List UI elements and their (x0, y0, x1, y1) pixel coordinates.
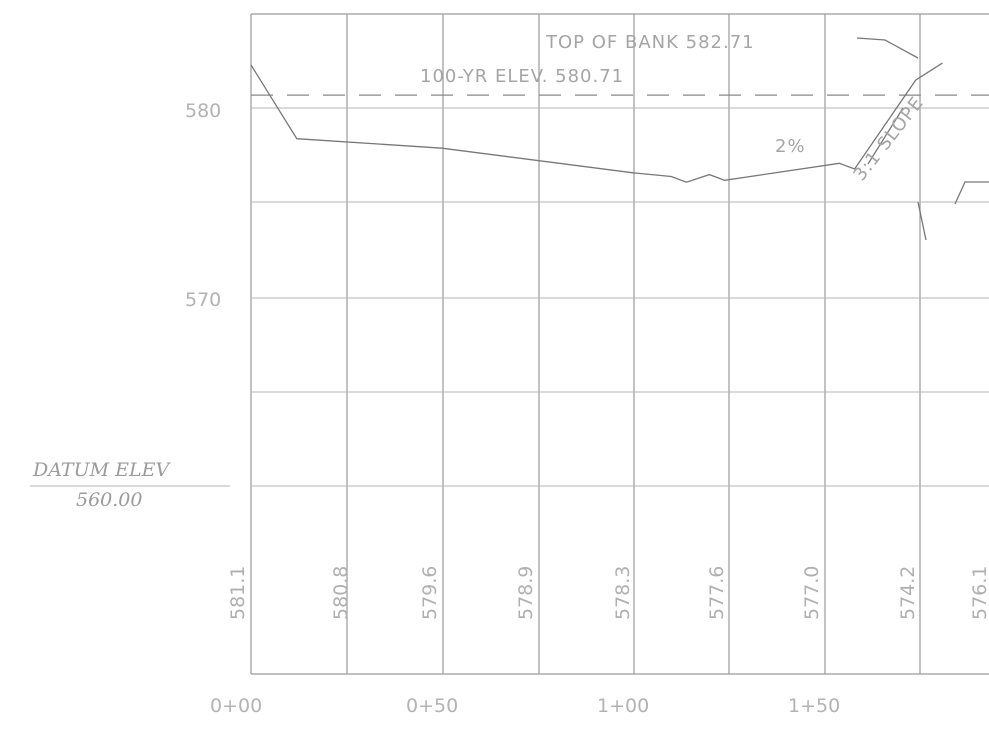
datum-label: DATUM ELEV (32, 459, 171, 481)
elevation-label: 580.8 (330, 566, 352, 620)
right-bank-slope (856, 37, 989, 241)
elevation-label: 578.9 (515, 566, 537, 620)
elevation-label: 576.1 (969, 566, 989, 620)
x-tick-label: 0+00 (210, 695, 262, 717)
slope-line-lower (917, 201, 927, 241)
datum-value: 560.00 (76, 489, 142, 511)
elevation-label: 574.2 (897, 566, 919, 620)
station-labels: 0+00 0+50 1+00 1+50 (210, 695, 840, 717)
side-slope-note: 3:1 SLOPE (849, 93, 928, 185)
elevation-label: 579.6 (419, 566, 441, 620)
elevation-labels: 581.1 580.8 579.6 578.9 578.3 577.6 577.… (227, 566, 989, 620)
x-tick-label: 1+00 (597, 695, 649, 717)
top-of-bank-note: TOP OF BANK 582.71 (545, 32, 755, 53)
vertical-grid (250, 14, 921, 674)
horizontal-grid (30, 13, 989, 675)
x-tick-label: 1+50 (788, 695, 840, 717)
y-axis-labels: 580 570 (185, 100, 221, 311)
right-bank-profile (954, 181, 989, 205)
annotations: TOP OF BANK 582.71 100-YR ELEV. 580.71 2… (420, 32, 928, 185)
elevation-label: 577.6 (706, 566, 728, 620)
grade-note: 2% (775, 136, 806, 157)
elevation-label: 581.1 (227, 566, 249, 620)
hundred-year-elevation-note: 100-YR ELEV. 580.71 (420, 66, 624, 87)
elevation-label: 578.3 (612, 566, 634, 620)
elevation-label: 577.0 (801, 566, 823, 620)
y-tick-label: 580 (185, 100, 221, 122)
slope-line-upper (867, 107, 904, 165)
datum-block: DATUM ELEV 560.00 (32, 459, 171, 511)
ground-profile-line (250, 62, 943, 183)
x-tick-label: 0+50 (406, 695, 458, 717)
top-of-bank-leader (856, 37, 919, 59)
y-tick-label: 570 (185, 289, 221, 311)
